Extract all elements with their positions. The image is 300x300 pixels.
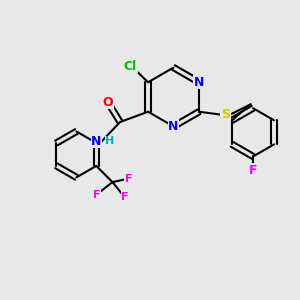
Text: O: O bbox=[102, 95, 113, 109]
Text: Cl: Cl bbox=[124, 60, 137, 73]
Text: N: N bbox=[91, 135, 102, 148]
Text: H: H bbox=[105, 136, 115, 146]
Text: F: F bbox=[125, 174, 132, 184]
Text: N: N bbox=[168, 120, 179, 133]
Text: F: F bbox=[92, 190, 100, 200]
Text: F: F bbox=[121, 192, 129, 202]
Text: N: N bbox=[194, 76, 204, 89]
Text: F: F bbox=[249, 164, 257, 177]
Text: S: S bbox=[221, 108, 230, 121]
